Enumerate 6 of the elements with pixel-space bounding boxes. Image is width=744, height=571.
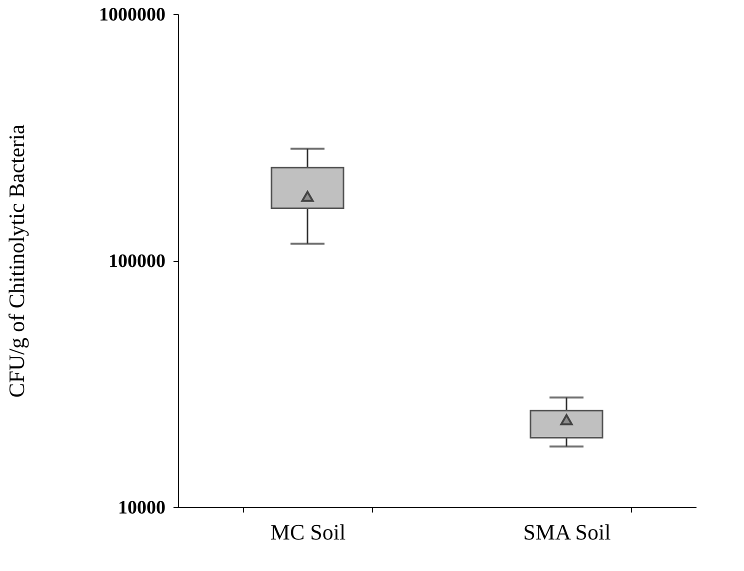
y-axis-title: CFU/g of Chitinolytic Bacteria xyxy=(4,124,29,398)
y-tick-label: 1000000 xyxy=(99,4,166,26)
x-tick-label: SMA Soil xyxy=(523,520,611,544)
y-tick-label: 10000 xyxy=(118,498,166,518)
x-tick-label: MC Soil xyxy=(270,520,346,544)
y-tick-label: 100000 xyxy=(108,251,166,272)
